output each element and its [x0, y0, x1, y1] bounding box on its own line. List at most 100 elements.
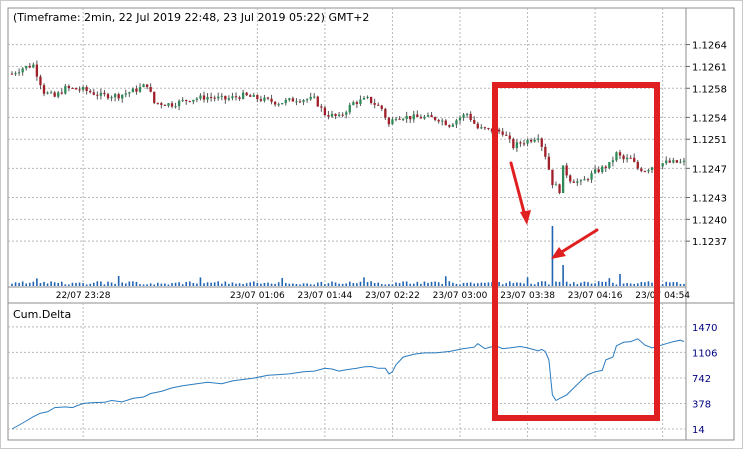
candle-body: [433, 117, 437, 120]
candle: [21, 67, 24, 76]
candle: [565, 162, 568, 179]
candle: [359, 95, 362, 106]
candle-body: [135, 88, 138, 92]
candle: [320, 103, 323, 112]
candle-body: [622, 155, 625, 160]
volume-bar: [480, 282, 483, 286]
volume-bar: [608, 278, 611, 286]
candle: [259, 95, 263, 103]
volume-bar: [523, 283, 525, 286]
x-tick-label: 22/07 23:28: [56, 291, 111, 301]
candle: [672, 157, 675, 164]
volume-bar: [572, 282, 575, 286]
volume-bar: [366, 282, 369, 286]
x-tick-label: 23/07 03:38: [500, 291, 555, 301]
candle: [256, 94, 259, 102]
volume-bar: [580, 282, 582, 286]
volume-bar: [512, 283, 515, 286]
y-tick-label: 1.1247: [692, 164, 727, 175]
x-tick-label: 23/07 04:54: [635, 291, 690, 301]
candle-body: [57, 92, 60, 97]
x-tick-label: 23/07 03:00: [433, 291, 488, 301]
candle-body: [213, 97, 216, 99]
candle-body: [103, 92, 106, 95]
candle: [501, 128, 504, 137]
candle-body: [313, 96, 316, 98]
candle-body: [188, 101, 191, 103]
volume-bar: [64, 284, 67, 286]
volume-bar: [640, 282, 643, 286]
volume-bar: [416, 281, 419, 286]
candle-body: [74, 87, 78, 90]
candle-body: [401, 119, 405, 121]
volume-bar: [629, 283, 632, 286]
candle: [249, 93, 252, 97]
candle: [213, 95, 216, 102]
volume-bar: [142, 284, 145, 286]
candle-body: [121, 94, 124, 99]
candle-body: [412, 114, 415, 120]
volume-bar: [530, 283, 532, 286]
candle: [384, 107, 387, 121]
delta-y-tick-label: 14: [692, 425, 705, 436]
y-tick-label: 1.1240: [692, 215, 727, 226]
candle: [74, 87, 78, 90]
candle-body: [618, 152, 622, 156]
candle-body: [64, 86, 67, 94]
volume-bar: [192, 282, 195, 286]
volume-bar: [430, 281, 433, 286]
volume-bar: [604, 281, 607, 286]
candle-body: [345, 112, 348, 115]
candle: [185, 99, 188, 105]
candle-body: [81, 87, 85, 90]
candle-body: [142, 84, 145, 88]
candle: [458, 115, 462, 125]
volume-bar: [633, 283, 636, 286]
volume-bar: [462, 282, 465, 286]
candle-body: [522, 143, 526, 145]
volume-bar: [668, 282, 671, 286]
y-tick-label: 1.1237: [692, 237, 727, 248]
candle: [661, 162, 664, 169]
volume-bar: [441, 284, 444, 286]
volume-bar: [68, 284, 70, 286]
volume-bar: [448, 281, 451, 286]
volume-bar: [82, 283, 84, 286]
candle: [576, 178, 579, 186]
candle: [586, 177, 590, 182]
candle-body: [163, 104, 167, 106]
candle: [437, 118, 440, 124]
volume-bar: [21, 281, 24, 286]
volume-bar: [338, 283, 340, 286]
candle: [270, 94, 273, 105]
volume-bar: [505, 283, 508, 286]
candle: [625, 154, 629, 163]
y-tick-label: 1.1264: [692, 41, 727, 52]
volume-bar: [427, 282, 429, 286]
candle: [476, 121, 479, 130]
candle: [234, 92, 238, 101]
volume-bar: [352, 283, 355, 286]
candle: [355, 100, 359, 109]
candle: [313, 93, 316, 99]
candle-body: [277, 104, 280, 106]
candle-body: [259, 99, 263, 101]
volume-bar: [412, 283, 415, 286]
candle: [192, 99, 195, 105]
volume-bar: [363, 277, 365, 286]
volume-bar: [391, 284, 394, 286]
delta-y-tick-label: 742: [692, 374, 711, 385]
candle: [679, 158, 682, 164]
volume-bar: [96, 281, 99, 286]
volume-bar: [647, 281, 650, 286]
candle: [53, 91, 56, 98]
candle-body: [49, 92, 53, 94]
candle-body: [593, 169, 597, 174]
volume-bar: [117, 276, 120, 286]
volume-bar: [53, 282, 56, 286]
volume-bar: [402, 281, 404, 286]
candle-body: [569, 175, 572, 182]
candle-body: [558, 184, 561, 193]
candle: [167, 102, 170, 108]
volume-bar: [676, 282, 678, 286]
